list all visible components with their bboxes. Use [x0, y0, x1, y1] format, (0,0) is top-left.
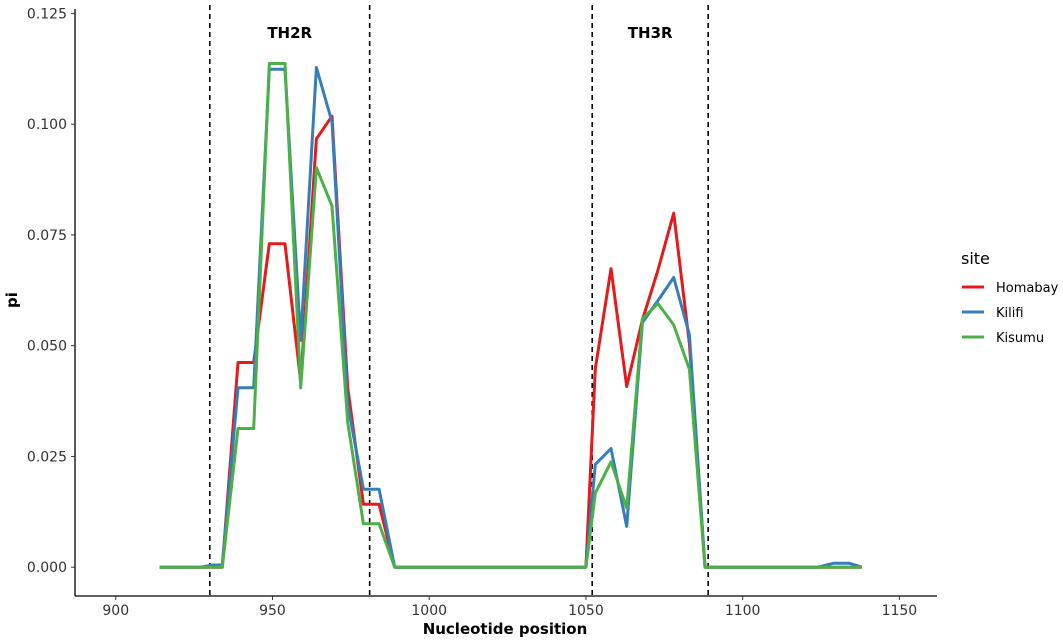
- legend-label-homabay: Homabay: [996, 281, 1059, 296]
- x-tick-label: 1050: [568, 603, 604, 619]
- y-tick-label: 0.000: [27, 560, 67, 576]
- y-tick-label: 0.075: [27, 228, 67, 244]
- y-tick-label: 0.125: [27, 6, 67, 22]
- x-axis-ticks: 900 950 1000 1050 1100 1150: [102, 596, 917, 619]
- x-tick-label: 1150: [882, 603, 918, 619]
- x-axis-title: Nucleotide position: [423, 620, 588, 638]
- region-label: TH3R: [628, 24, 673, 42]
- legend-label-kilifi: Kilifi: [996, 306, 1024, 321]
- series-lines: [159, 62, 863, 569]
- y-tick-label: 0.100: [27, 117, 67, 133]
- legend-label-kisumu: Kisumu: [996, 331, 1044, 346]
- region-markers: TH2R TH3R: [208, 5, 709, 596]
- x-tick-label: 1100: [725, 603, 761, 619]
- x-tick-label: 900: [102, 603, 129, 619]
- y-tick-label: 0.050: [27, 339, 67, 355]
- x-tick-label: 1000: [411, 603, 447, 619]
- region-label: TH2R: [267, 24, 312, 42]
- series-line-homabay: [159, 114, 862, 569]
- legend-title: site: [961, 249, 990, 268]
- y-axis-title: pi: [3, 292, 21, 308]
- x-tick-label: 950: [259, 603, 286, 619]
- series-line-kisumu: [159, 62, 862, 569]
- y-axis-ticks: 0.000 0.025 0.050 0.075 0.100 0.125: [27, 6, 75, 576]
- legend: site Homabay Kilifi Kisumu: [961, 249, 1059, 346]
- y-tick-label: 0.025: [27, 449, 67, 465]
